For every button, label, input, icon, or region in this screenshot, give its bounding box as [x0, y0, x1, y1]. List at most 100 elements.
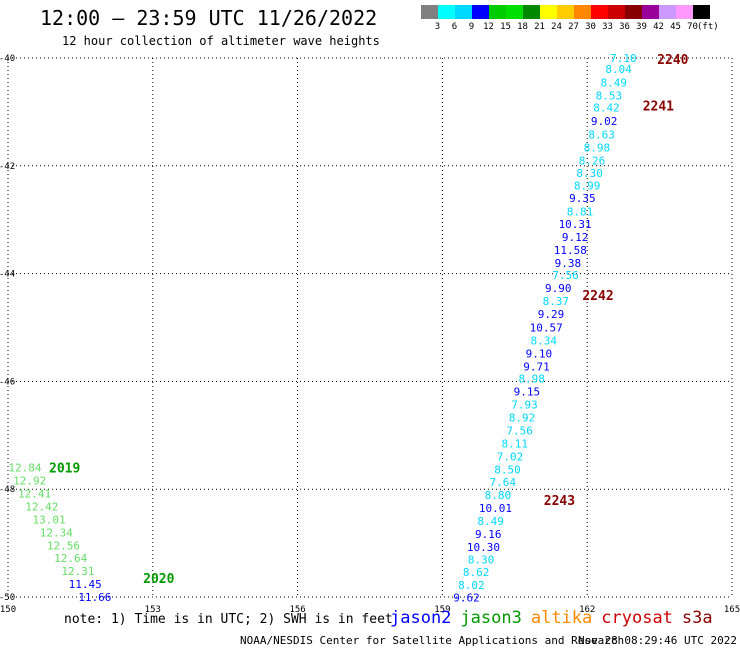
- wave-height-point: 9.35: [569, 192, 596, 205]
- wave-height-point: 12.84: [8, 462, 41, 475]
- wave-height-point: 7.93: [511, 399, 538, 412]
- wave-height-point: 12.42: [25, 500, 58, 513]
- wave-height-point: 7.10: [610, 52, 637, 65]
- y-tick-label: -50: [0, 593, 15, 603]
- wave-height-point: 8.30: [576, 167, 603, 180]
- wave-height-point: 11.45: [69, 578, 102, 591]
- pass-number-label: 2020: [143, 572, 174, 587]
- legend-jason3: jason3: [460, 608, 522, 628]
- colorbar-swatch: [591, 5, 608, 19]
- grid-layer: [7, 57, 733, 598]
- wave-height-point: 8.02: [458, 579, 485, 592]
- colorbar-swatch: [676, 5, 693, 19]
- wave-height-point: 8.62: [463, 566, 490, 579]
- colorbar-swatch: [625, 5, 642, 19]
- pass-labels-layer: 2240 2241 2242 2243 2019 2020: [49, 53, 689, 587]
- wave-height-point: 10.30: [467, 541, 500, 554]
- wave-height-point: 9.62: [453, 592, 480, 605]
- colorbar-label: 39: [636, 22, 647, 32]
- wave-height-point: 8.81: [567, 206, 594, 219]
- wave-height-point: 10.57: [530, 322, 563, 335]
- wave-height-point: 7.64: [489, 476, 516, 489]
- colorbar-swatch: [608, 5, 625, 19]
- x-tick-label: 165: [724, 605, 740, 615]
- wave-height-point: 8.99: [574, 180, 601, 193]
- wave-height-point: 8.37: [543, 295, 570, 308]
- wave-height-point: 7.56: [552, 269, 579, 282]
- axis-tick-labels: 150 153 156 159 162 165 -40 -42 -44 -46 -48 -50: [0, 54, 740, 615]
- wave-height-point: 12.34: [40, 526, 73, 539]
- wave-height-point: 9.12: [562, 231, 589, 244]
- colorbar-swatch: [574, 5, 591, 19]
- colorbar-label: 15: [500, 22, 511, 32]
- legend-jason2: jason2: [390, 608, 452, 628]
- footer-timestamp: Nov 28 08:29:46 UTC 2022: [578, 634, 737, 647]
- colorbar-swatch: [557, 5, 574, 19]
- data-points-layer: 7.108.048.498.538.429.028.638.988.268.30…: [8, 52, 636, 605]
- wave-height-point: 9.16: [475, 528, 502, 541]
- pass-number-label: 2240: [657, 53, 688, 68]
- colorbar-label: 21: [534, 22, 545, 32]
- colorbar-swatch: [659, 5, 676, 19]
- wave-height-point: 11.58: [554, 244, 587, 257]
- colorbar-label: 42: [653, 22, 664, 32]
- colorbar-swatch: [489, 5, 506, 19]
- colorbar-swatch: [540, 5, 557, 19]
- wave-height-point: 9.29: [538, 308, 565, 321]
- colorbar-unit: (ft): [697, 22, 719, 32]
- wave-height-point: 12.31: [61, 565, 94, 578]
- wave-height-point: 12.41: [18, 488, 51, 501]
- wave-height-point: 8.34: [531, 334, 558, 347]
- colorbar-label: 30: [585, 22, 596, 32]
- wave-height-point: 9.90: [545, 282, 572, 295]
- wave-height-point: 8.04: [605, 63, 632, 76]
- wave-height-point: 8.49: [600, 76, 627, 89]
- wave-height-point: 12.56: [47, 539, 80, 552]
- colorbar-label: 27: [568, 22, 579, 32]
- pass-number-label: 2243: [544, 494, 575, 509]
- colorbar-swatch: [472, 5, 489, 19]
- wave-height-point: 7.02: [497, 450, 524, 463]
- wave-height-point: 9.02: [591, 115, 618, 128]
- wave-height-point: 8.42: [593, 102, 620, 115]
- colorbar-label: 9: [468, 22, 475, 32]
- y-tick-label: -42: [0, 162, 15, 172]
- wave-height-point: 8.50: [494, 463, 521, 476]
- satellite-legend: jason2 jason3 altika cryosat s3a: [390, 608, 722, 628]
- wave-height-point: 8.63: [588, 129, 615, 142]
- legend-s3a: s3a: [681, 608, 713, 628]
- wave-height-point: 9.10: [526, 347, 553, 360]
- colorbar-swatch: [421, 5, 438, 19]
- note-text: note: 1) Time is in UTC; 2) SWH is in fe…: [64, 612, 393, 627]
- colorbar-label: 18: [517, 22, 528, 32]
- chart-title: 12:00 – 23:59 UTC 11/26/2022: [40, 6, 378, 30]
- legend-altika: altika: [530, 608, 593, 628]
- x-tick-label: 153: [145, 605, 161, 615]
- colorbar-swatch: [642, 5, 659, 19]
- y-tick-label: -40: [0, 54, 15, 64]
- pass-number-label: 2019: [49, 462, 80, 477]
- colorbar-label: 24: [551, 22, 562, 32]
- wave-height-point: 9.15: [514, 386, 541, 399]
- colorbar-swatch: [438, 5, 455, 19]
- wave-height-point: 12.64: [54, 552, 87, 565]
- y-tick-label: -46: [0, 377, 15, 387]
- x-tick-label: 150: [0, 605, 16, 615]
- chart-subtitle: 12 hour collection of altimeter wave hei…: [62, 34, 380, 48]
- colorbar-label: 45: [670, 22, 681, 32]
- colorbar-label: 12: [483, 22, 494, 32]
- wave-height-point: 8.53: [596, 90, 623, 103]
- colorbar-swatch: [693, 5, 710, 19]
- wave-height-point: 7.56: [506, 424, 533, 437]
- wave-height-point: 13.01: [32, 513, 65, 526]
- colorbar-label: 36: [619, 22, 630, 32]
- footer-credit: NOAA/NESDIS Center for Satellite Applica…: [240, 634, 625, 647]
- wave-height-point: 10.31: [559, 218, 592, 231]
- x-tick-label: 162: [579, 605, 595, 615]
- wave-height-point: 8.98: [518, 373, 545, 386]
- x-tick-label: 156: [289, 605, 305, 615]
- wave-height-point: 8.49: [477, 515, 504, 528]
- wave-height-point: 8.26: [579, 154, 606, 167]
- wave-height-point: 10.01: [479, 502, 512, 515]
